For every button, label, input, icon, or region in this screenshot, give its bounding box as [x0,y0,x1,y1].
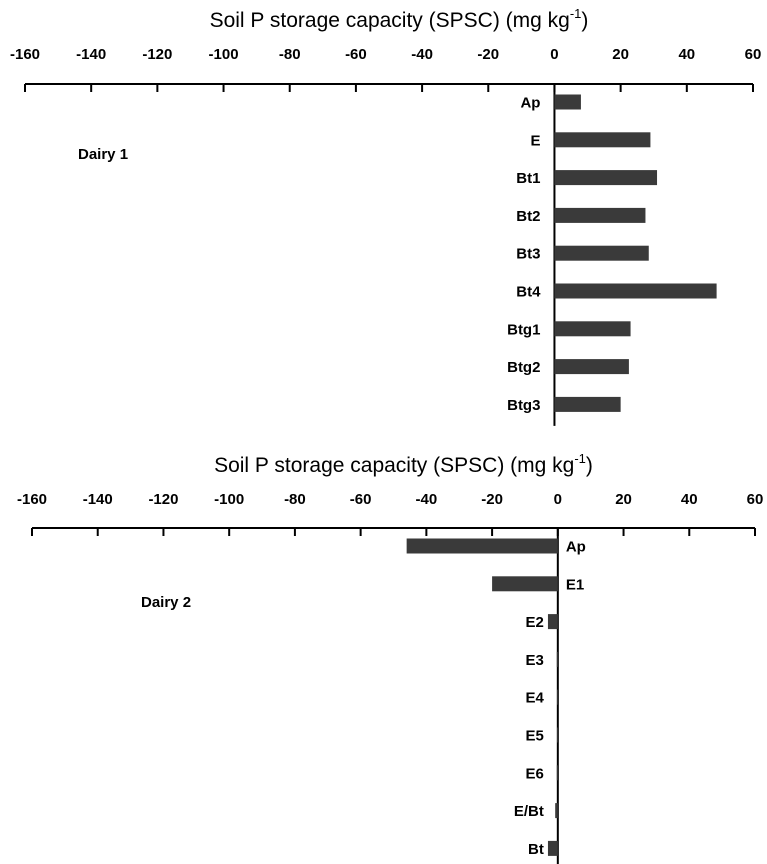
x-tick-label: -140 [76,46,106,63]
x-tick-label: -40 [416,491,438,508]
category-label: Btg3 [507,397,540,414]
x-tick-label: 40 [681,491,698,508]
x-tick-label: 20 [612,46,629,63]
category-label: Bt3 [516,246,540,263]
category-label: E2 [525,614,543,631]
category-label: E5 [525,728,543,745]
x-tick-label: -140 [83,491,113,508]
category-label: Bt1 [516,170,540,187]
x-tick-label: -20 [481,491,503,508]
bar [547,614,558,630]
x-tick-label: 20 [615,491,632,508]
x-tick-label: -100 [214,491,244,508]
bar [554,170,658,186]
x-axis-title: Soil P storage capacity (SPSC) (mg kg-1) [210,6,589,32]
bar [554,321,631,337]
category-label: E1 [566,576,584,593]
category-label: Ap [520,95,540,112]
x-tick-label: -60 [345,46,367,63]
category-label: E [530,132,540,149]
bar [554,132,651,148]
bar [556,651,558,667]
bar [554,245,649,261]
bar [492,576,558,592]
panel-label: Dairy 1 [78,146,128,163]
x-tick-label: 0 [554,491,562,508]
bar [406,538,558,554]
category-label: E4 [525,690,544,707]
bar [554,396,621,412]
bar [554,207,646,223]
x-tick-label: -120 [148,491,178,508]
bar [554,283,717,299]
x-tick-label: -40 [411,46,433,63]
x-axis-title: Soil P storage capacity (SPSC) (mg kg-1) [214,451,593,477]
bar [556,765,558,781]
chart-panel-1: Soil P storage capacity (SPSC) (mg kg-1)… [10,6,761,426]
category-label: E3 [525,652,543,669]
x-tick-label: -80 [279,46,301,63]
category-label: Bt4 [516,284,541,301]
category-label: Bt [528,841,544,858]
bar [547,840,558,856]
bar [554,94,581,110]
bar [554,359,629,375]
category-label: Ap [566,539,586,556]
x-tick-label: -100 [209,46,239,63]
x-tick-label: -120 [142,46,172,63]
x-tick-label: -60 [350,491,372,508]
category-label: Bt2 [516,208,540,225]
x-tick-label: 40 [678,46,695,63]
x-tick-label: 60 [745,46,762,63]
x-tick-label: -160 [17,491,47,508]
bar [555,803,558,819]
panel-label: Dairy 2 [141,594,191,611]
x-tick-label: -80 [284,491,306,508]
x-tick-label: 0 [550,46,558,63]
category-label: E6 [525,765,543,782]
category-label: Btg2 [507,359,540,376]
category-label: Btg1 [507,321,540,338]
bar [557,689,558,705]
x-tick-label: -160 [10,46,40,63]
x-tick-label: 60 [747,491,764,508]
chart-panel-2: Soil P storage capacity (SPSC) (mg kg-1)… [17,451,763,864]
category-label: E/Bt [514,803,544,820]
bar [557,727,558,743]
x-tick-label: -20 [477,46,499,63]
